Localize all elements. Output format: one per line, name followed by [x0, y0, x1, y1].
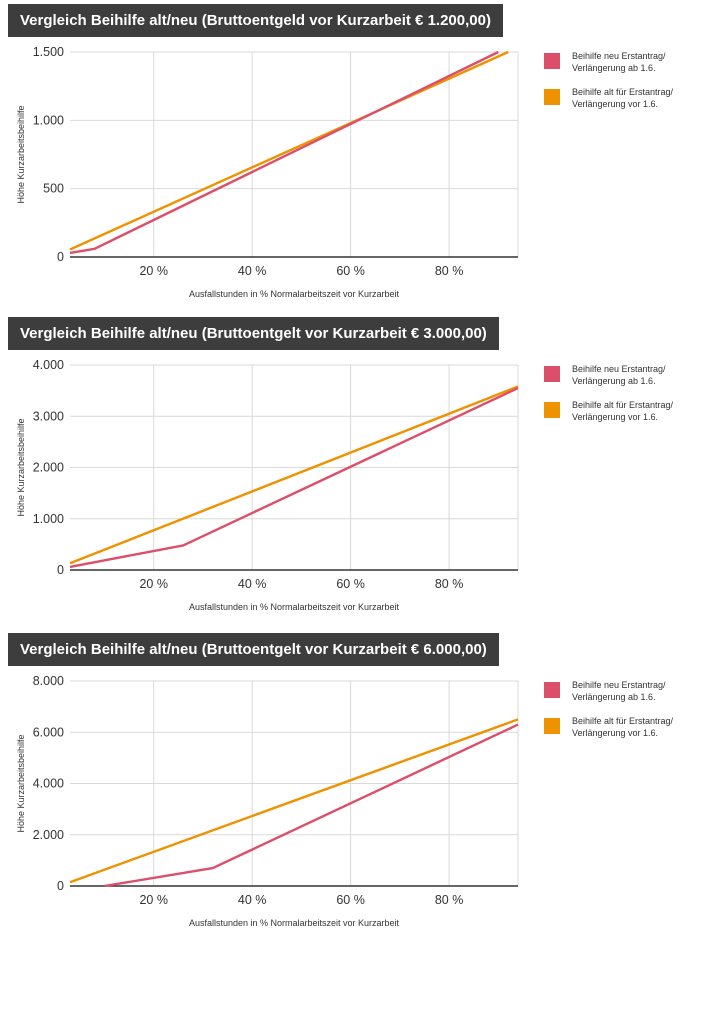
legend-swatch-alt — [544, 718, 560, 734]
legend-label: Verlängerung vor 1.6. — [572, 728, 658, 738]
x-tick-label: 80 % — [435, 577, 464, 591]
y-axis-label: Höhe Kurzarbeitsbeihilfe — [16, 105, 26, 203]
y-axis-label: Höhe Kurzarbeitsbeihilfe — [16, 734, 26, 832]
y-tick-label: 2.000 — [33, 461, 64, 475]
legend-label: Beihilfe alt für Erstantrag/ — [572, 87, 674, 97]
chart-3: 0 2.000 4.000 6.000 8.000 20 % 40 % 60 % 80 % Aus… — [16, 674, 674, 928]
y-tick-label: 0 — [57, 563, 64, 577]
chart-3-title: Vergleich Beihilfe alt/neu (Bruttoentgel… — [8, 633, 499, 666]
series-line-alt — [69, 50, 509, 251]
y-tick-label: 0 — [57, 250, 64, 264]
x-tick-label: 20 % — [139, 893, 168, 907]
legend-swatch-alt — [544, 89, 560, 105]
y-tick-label: 2.000 — [33, 828, 64, 842]
chart-1-title: Vergleich Beihilfe alt/neu (Bruttoentgel… — [8, 4, 503, 37]
x-tick-label: 40 % — [238, 893, 267, 907]
x-tick-label: 60 % — [336, 577, 365, 591]
y-tick-label: 1.000 — [33, 512, 64, 526]
series-line-neu — [69, 50, 499, 255]
series-line-alt — [69, 385, 519, 565]
chart-1: 0 500 1.000 1.500 20 % 40 % 60 % 80 % Ausfallstu… — [16, 45, 674, 299]
x-tick-label: 60 % — [336, 893, 365, 907]
legend-label: Beihilfe neu Erstantrag/ — [572, 364, 666, 374]
series-line-neu — [104, 723, 519, 888]
x-tick-label: 80 % — [435, 893, 464, 907]
legend-swatch-alt — [544, 402, 560, 418]
y-axis-label: Höhe Kurzarbeitsbeihilfe — [16, 418, 26, 516]
series-line-alt — [69, 718, 519, 884]
series-line-neu — [69, 387, 519, 569]
legend-label: Verlängerung ab 1.6. — [572, 376, 656, 386]
legend-swatch-neu — [544, 366, 560, 382]
x-axis-label: Ausfallstunden in % Normalarbeitszeit vo… — [189, 289, 400, 299]
legend-label: Beihilfe alt für Erstantrag/ — [572, 400, 674, 410]
legend-swatch-neu — [544, 682, 560, 698]
x-axis-label: Ausfallstunden in % Normalarbeitszeit vo… — [189, 602, 400, 612]
x-tick-label: 20 % — [139, 264, 168, 278]
y-tick-label: 500 — [43, 182, 64, 196]
y-tick-label: 3.000 — [33, 409, 64, 423]
y-tick-label: 4.000 — [33, 777, 64, 791]
legend-label: Verlängerung vor 1.6. — [572, 99, 658, 109]
x-tick-label: 40 % — [238, 577, 267, 591]
x-tick-label: 60 % — [336, 264, 365, 278]
y-tick-label: 1.500 — [33, 45, 64, 59]
chart-2: 0 1.000 2.000 3.000 4.000 20 % 40 % 60 % 80 % Aus… — [16, 358, 674, 612]
legend-label: Beihilfe alt für Erstantrag/ — [572, 716, 674, 726]
legend-swatch-neu — [544, 53, 560, 69]
x-tick-label: 80 % — [435, 264, 464, 278]
y-tick-label: 6.000 — [33, 725, 64, 739]
x-tick-label: 40 % — [238, 264, 267, 278]
y-tick-label: 8.000 — [33, 674, 64, 688]
chart-2-title: Vergleich Beihilfe alt/neu (Bruttoentgel… — [8, 317, 499, 350]
y-tick-label: 1.000 — [33, 113, 64, 127]
legend-label: Verlängerung vor 1.6. — [572, 412, 658, 422]
legend-label: Verlängerung ab 1.6. — [572, 63, 656, 73]
x-tick-label: 20 % — [139, 577, 168, 591]
legend-label: Beihilfe neu Erstantrag/ — [572, 680, 666, 690]
legend-label: Beihilfe neu Erstantrag/ — [572, 51, 666, 61]
y-tick-label: 4.000 — [33, 358, 64, 372]
y-tick-label: 0 — [57, 879, 64, 893]
legend-label: Verlängerung ab 1.6. — [572, 692, 656, 702]
x-axis-label: Ausfallstunden in % Normalarbeitszeit vo… — [189, 918, 400, 928]
